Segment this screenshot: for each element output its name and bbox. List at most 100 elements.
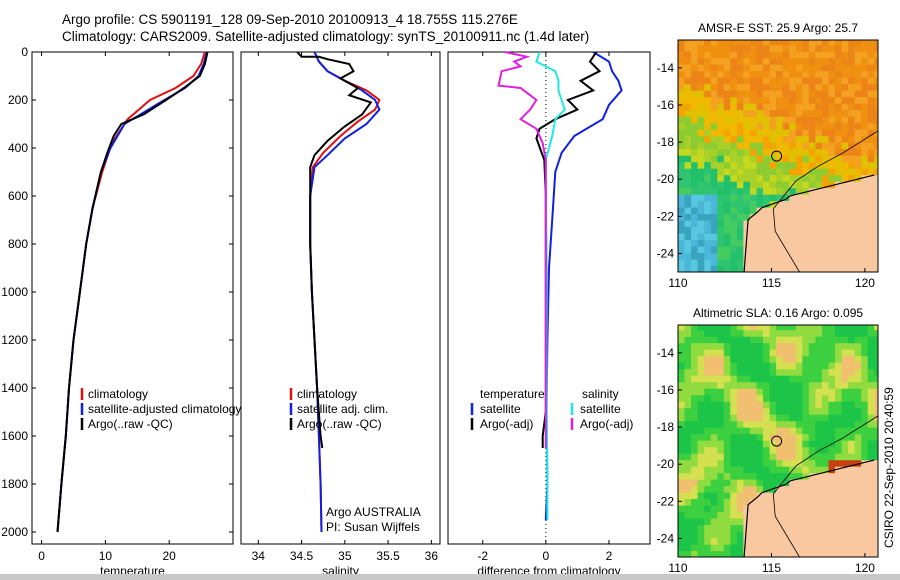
map-cell <box>815 485 823 493</box>
map-cell <box>717 394 725 402</box>
map-cell <box>678 524 686 532</box>
map-cell <box>730 129 738 137</box>
map-cell <box>678 226 686 234</box>
map-cell <box>854 168 862 176</box>
map-cell <box>828 518 836 526</box>
map-cell <box>808 329 816 337</box>
map-cell <box>723 148 731 156</box>
map-cell <box>763 116 771 124</box>
map-cell <box>789 472 797 480</box>
map-cell <box>736 414 744 422</box>
map-cell <box>867 148 875 156</box>
map-cell <box>678 420 686 428</box>
map-cell <box>841 187 849 195</box>
map-cell <box>756 57 764 65</box>
map-cell <box>802 381 810 389</box>
map-cell <box>854 537 862 545</box>
map-cell <box>874 485 878 493</box>
map-cell <box>867 200 875 208</box>
map-cell <box>730 77 738 85</box>
map-cell <box>763 44 771 52</box>
map-cell <box>795 505 803 513</box>
y-tick-label: 1200 <box>1 333 28 347</box>
map-cell <box>848 181 856 189</box>
map-cell <box>691 459 699 467</box>
map-cell <box>821 155 829 163</box>
map-cell <box>874 129 878 137</box>
map-cell <box>867 96 875 104</box>
map-cell <box>821 362 829 370</box>
map-cell <box>861 329 869 337</box>
map-cell <box>835 57 843 65</box>
map-cell <box>723 103 731 111</box>
map-cell <box>815 51 823 59</box>
map-cell <box>710 362 718 370</box>
map-cell <box>710 265 718 272</box>
map-cell <box>848 233 856 241</box>
map-cell <box>861 246 869 254</box>
map-cell <box>684 329 692 337</box>
map-cell <box>789 122 797 130</box>
map-cell <box>782 498 790 506</box>
map-cell <box>730 44 738 52</box>
map-cell <box>743 187 751 195</box>
map-cell <box>808 349 816 357</box>
map-cell <box>867 77 875 85</box>
map-cell <box>854 498 862 506</box>
map-cell <box>684 401 692 409</box>
map-cell <box>789 213 797 221</box>
map-cell <box>854 394 862 402</box>
map-cell <box>874 342 878 350</box>
map-cell <box>736 135 744 143</box>
map-cell <box>795 537 803 545</box>
map-cell <box>802 537 810 545</box>
map-cell <box>697 362 705 370</box>
map-cell <box>763 64 771 72</box>
map-cell <box>756 44 764 52</box>
map-cell <box>802 148 810 156</box>
map-cell <box>776 446 784 454</box>
map-cell <box>861 394 869 402</box>
map-cell <box>795 492 803 500</box>
map-cell <box>763 446 771 454</box>
map-cell <box>815 64 823 72</box>
map-cell <box>795 155 803 163</box>
map-cell <box>821 492 829 500</box>
map-cell <box>828 96 836 104</box>
map-cell <box>821 57 829 65</box>
map-cell <box>782 135 790 143</box>
map-cell <box>861 446 869 454</box>
map-cell <box>736 531 744 539</box>
map-cell <box>802 440 810 448</box>
map-cell <box>756 446 764 454</box>
map-cell <box>743 181 751 189</box>
map-cell <box>684 453 692 461</box>
map-cell <box>736 116 744 124</box>
map-cell <box>710 90 718 98</box>
map-cell <box>776 355 784 363</box>
map-cell <box>828 550 836 557</box>
map-cell <box>736 427 744 435</box>
map-cell <box>848 394 856 402</box>
map-cell <box>743 70 751 78</box>
map-cell <box>854 453 862 461</box>
map-cell <box>789 155 797 163</box>
map-cell <box>723 446 731 454</box>
map-cell <box>763 433 771 441</box>
map-cell <box>815 414 823 422</box>
map-cell <box>835 466 843 474</box>
map-cell <box>769 453 777 461</box>
map-cell <box>821 252 829 260</box>
map-cell <box>697 505 705 513</box>
map-cell <box>743 129 751 137</box>
map-cell <box>743 64 751 72</box>
map-cell <box>704 485 712 493</box>
map-cell <box>776 329 784 337</box>
map-cell <box>828 168 836 176</box>
map-cell <box>808 498 816 506</box>
map-cell <box>808 524 816 532</box>
map-x-tick-label: 115 <box>762 561 781 575</box>
map-cell <box>736 129 744 137</box>
map-cell <box>750 362 758 370</box>
map-cell <box>756 122 764 130</box>
